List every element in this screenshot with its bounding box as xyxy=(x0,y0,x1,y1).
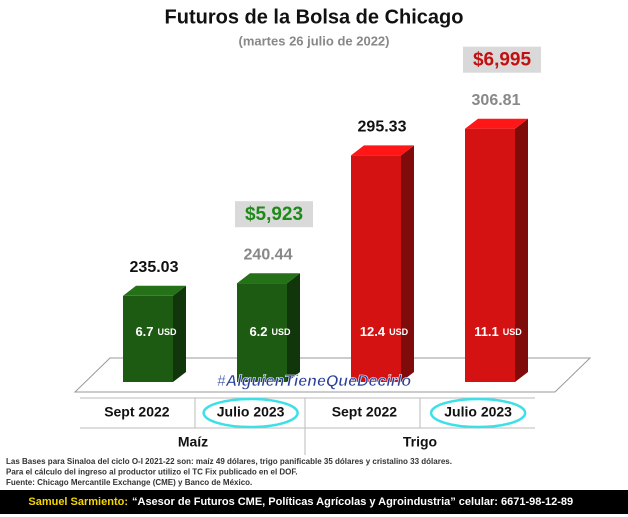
chart-subtitle: (martes 26 julio de 2022) xyxy=(238,33,389,48)
basis-value: 12.4 xyxy=(360,324,386,339)
group-label: Trigo xyxy=(403,434,437,450)
bar-top xyxy=(465,118,528,129)
bar xyxy=(351,155,401,382)
value-label: 240.44 xyxy=(244,246,293,263)
bar xyxy=(465,128,515,382)
note: Las Bases para Sinaloa del ciclo O-I 202… xyxy=(6,457,452,466)
x-tick-label: Julio 2023 xyxy=(444,404,512,420)
bar-top xyxy=(237,273,300,284)
footer-bar xyxy=(0,490,628,514)
bar-side xyxy=(173,285,186,382)
basis-label: 12.4 USD xyxy=(360,324,409,339)
bar-side xyxy=(287,273,300,382)
bar xyxy=(123,295,173,382)
income-label: $6,995 xyxy=(473,50,532,71)
basis-label: 6.2 USD xyxy=(249,324,291,339)
x-tick-label: Sept 2022 xyxy=(104,404,170,420)
bar-top xyxy=(123,285,186,296)
bar-top xyxy=(351,145,414,156)
basis-label: 6.7 USD xyxy=(135,324,177,339)
bar-side xyxy=(401,145,414,382)
highlight-ring xyxy=(429,397,527,429)
footer-author: Samuel Sarmiento: xyxy=(28,496,128,508)
bar-side xyxy=(515,118,528,382)
highlight-ring xyxy=(202,397,299,429)
annotation: #AlguienTieneQueDecirlo xyxy=(217,373,412,390)
note: Para el cálculo del ingreso al productor… xyxy=(6,468,298,477)
basis-value: 11.1 xyxy=(474,324,499,339)
basis-unit: USD xyxy=(272,327,292,337)
basis-value: 6.7 xyxy=(135,324,153,339)
bar xyxy=(237,283,287,382)
income-label: $5,923 xyxy=(245,204,303,225)
group-label: Maíz xyxy=(178,434,208,450)
footer-text: “Asesor de Futuros CME, Políticas Agríco… xyxy=(132,496,573,508)
note: Fuente: Chicago Mercantile Exchange (CME… xyxy=(6,478,252,487)
value-label: 306.81 xyxy=(472,92,521,109)
income-badge xyxy=(463,46,541,73)
chart-title: Futuros de la Bolsa de Chicago xyxy=(165,6,464,28)
x-tick-label: Julio 2023 xyxy=(217,404,285,420)
basis-label: 11.1 USD xyxy=(474,324,522,339)
basis-unit: USD xyxy=(503,327,523,337)
value-label: 235.03 xyxy=(130,259,179,276)
basis-unit: USD xyxy=(158,327,178,337)
income-badge xyxy=(235,201,313,228)
value-label: 295.33 xyxy=(358,119,407,136)
basis-unit: USD xyxy=(389,327,409,337)
basis-value: 6.2 xyxy=(249,324,267,339)
x-tick-label: Sept 2022 xyxy=(332,404,398,420)
floor xyxy=(73,357,592,393)
